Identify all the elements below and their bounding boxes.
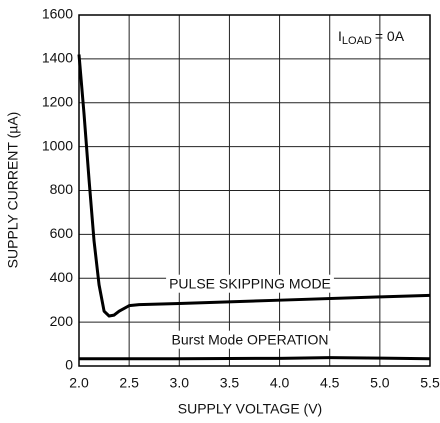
- y-tick-label: 0: [65, 357, 73, 373]
- legend-label: Burst Mode OPERATION: [172, 332, 329, 348]
- y-tick-label: 1600: [42, 6, 73, 22]
- x-axis-label: SUPPLY VOLTAGE (V): [178, 401, 322, 417]
- line: [79, 356, 431, 361]
- x-tick-label: 3.5: [220, 375, 240, 391]
- y-tick-label: 400: [50, 269, 74, 285]
- plot-frame: [78, 14, 431, 367]
- annotation: ILOAD = 0A: [338, 28, 405, 47]
- x-tick-label: 4.0: [270, 375, 290, 391]
- x-tick-label: 5.5: [420, 375, 440, 391]
- y-tick-label: 1400: [42, 50, 73, 66]
- y-tick-label: 1200: [42, 93, 73, 109]
- y-axis-label: SUPPLY CURRENT (µA): [5, 112, 21, 269]
- annotation-subscript: LOAD: [342, 35, 372, 47]
- legend-label: PULSE SKIPPING MODE: [169, 276, 331, 292]
- y-tick-label: 200: [50, 313, 74, 329]
- annotation-suffix: = 0A: [375, 28, 405, 44]
- annotation-main: I: [338, 28, 342, 44]
- x-tick-label: 2.0: [69, 375, 89, 391]
- label-background: [166, 274, 334, 293]
- label-background: [168, 330, 332, 349]
- y-tick-label: 600: [50, 225, 74, 241]
- x-tick-label: 3.0: [170, 375, 190, 391]
- x-tick-label: 2.5: [119, 375, 139, 391]
- x-tick-label: 5.0: [370, 375, 390, 391]
- line: [77, 54, 431, 318]
- x-tick-label: 4.5: [320, 375, 340, 391]
- y-tick-label: 800: [50, 181, 74, 197]
- y-tick-label: 1000: [42, 137, 73, 153]
